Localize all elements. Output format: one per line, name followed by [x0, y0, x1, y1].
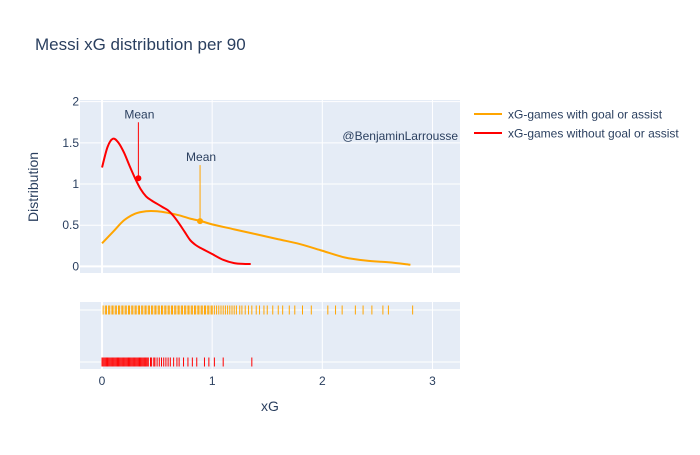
- legend-label-goal-or-assist: xG-games with goal or assist: [508, 108, 663, 122]
- mean-annotation-label: Mean: [186, 150, 216, 164]
- mean-marker[interactable]: [135, 175, 142, 182]
- y-tick-label: 0: [72, 259, 79, 273]
- density-line-without-goal-or-assist[interactable]: [101, 137, 251, 266]
- rug-plot-area[interactable]: [80, 302, 460, 369]
- y-tick-label: 0.5: [62, 218, 79, 232]
- mean-marker[interactable]: [197, 218, 204, 225]
- tick-layer: 0 1 2 3 0 0.5 1 1.5 2: [62, 95, 436, 388]
- x-axis-label: xG: [261, 398, 279, 414]
- grid-layer: [80, 100, 460, 369]
- annotation-layer: Mean Mean: [124, 107, 216, 225]
- x-tick-label: 0: [99, 374, 106, 388]
- main-plot-area[interactable]: [80, 100, 460, 273]
- y-tick-label: 1: [72, 177, 79, 191]
- legend-item-goal-or-assist[interactable]: xG-games with goal or assist: [474, 108, 663, 122]
- curve-layer: [101, 137, 411, 266]
- legend-label-without-goal-or-assist: xG-games without goal or assist: [508, 127, 679, 141]
- y-tick-label: 2: [72, 95, 79, 109]
- x-tick-label: 3: [429, 374, 436, 388]
- chart-title: Messi xG distribution per 90: [35, 35, 246, 54]
- y-axis-label: Distribution: [25, 152, 41, 222]
- legend-item-without-goal-or-assist[interactable]: xG-games without goal or assist: [474, 127, 679, 141]
- rug-layer: [101, 305, 414, 367]
- density-line-goal-or-assist[interactable]: [101, 209, 411, 266]
- watermark-text: @BenjaminLarrousse: [342, 129, 458, 143]
- x-tick-label: 2: [319, 374, 326, 388]
- legend[interactable]: xG-games with goal or assist xG-games wi…: [474, 108, 679, 141]
- mean-annotation-label: Mean: [124, 107, 154, 121]
- x-tick-label: 1: [209, 374, 216, 388]
- y-tick-label: 1.5: [62, 136, 79, 150]
